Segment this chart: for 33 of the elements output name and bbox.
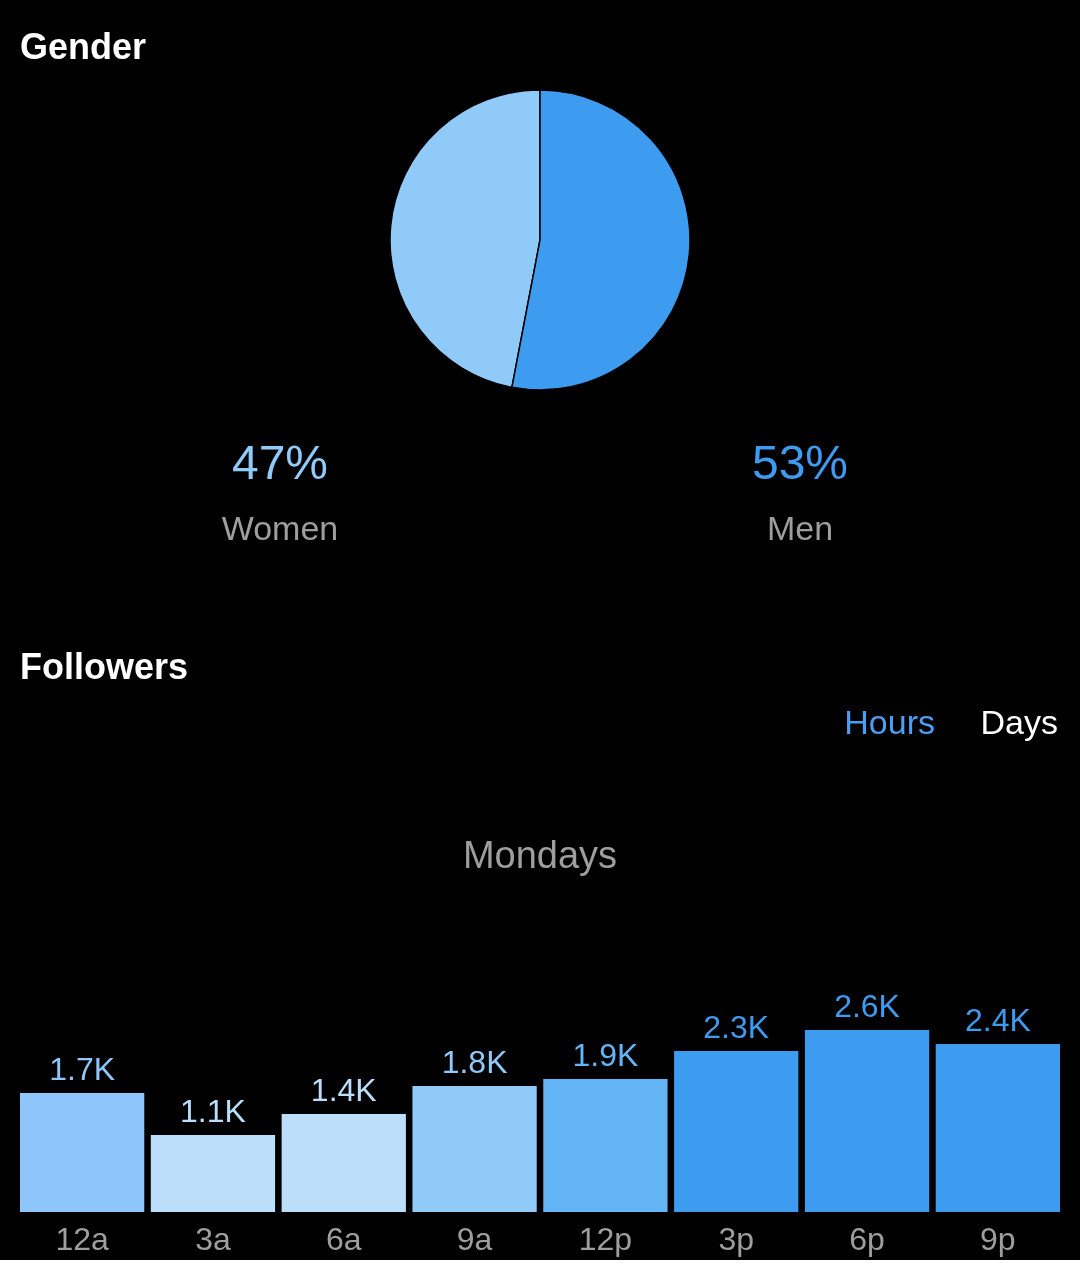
text: Hours [844,703,935,741]
x-tick-label: 12a [55,1220,110,1257]
bar [412,1086,537,1212]
bar [804,1030,930,1212]
x-tick-label: 12p [578,1220,633,1257]
data-label: 53% [751,436,849,489]
x-tick-label: 6a [325,1220,362,1257]
bar [20,1093,145,1212]
bar [543,1079,668,1212]
data-label: 47% [231,436,329,489]
bar [281,1114,406,1212]
slice-label: Women [221,509,339,547]
text: Days [980,703,1058,741]
data-label: 2.6K [834,988,900,1024]
bar [935,1044,1060,1212]
data-label: 2.3K [703,1009,770,1045]
x-tick-label: 3a [195,1220,231,1257]
x-tick-label: 9a [456,1220,493,1257]
bar [150,1135,276,1212]
data-label: 1.9K [572,1037,639,1073]
x-tick-label: 3p [718,1220,755,1257]
data-label: 2.4K [964,1002,1031,1038]
x-tick-label: 6p [849,1220,885,1257]
slice-label: Men [766,509,834,547]
chart-title: Gender [20,26,147,67]
data-label: 1.4K [310,1072,377,1108]
x-tick-label: 9p [980,1220,1016,1257]
chart-subtitle: Mondays [462,834,618,876]
chart-title: Followers [20,646,189,687]
data-label: 1.1K [180,1093,246,1129]
data-label: 1.7K [49,1051,116,1087]
data-label: 1.8K [441,1044,508,1080]
bar [674,1051,799,1212]
